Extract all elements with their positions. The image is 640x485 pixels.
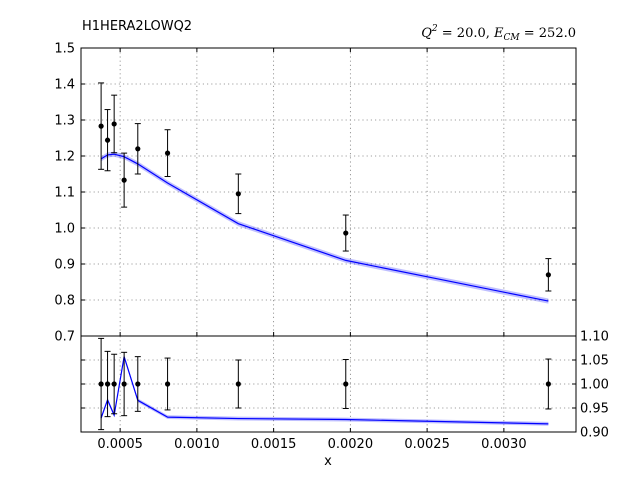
main-y-tick-label: 1.3 <box>54 114 75 129</box>
ratio-x-tick-label: 0.0005 <box>97 437 143 452</box>
ratio-theory-band <box>100 354 549 426</box>
main-y-tick-label: 0.7 <box>54 330 75 345</box>
data-point <box>135 146 141 152</box>
ratio-point <box>121 381 127 387</box>
main-y-tick-label: 1.4 <box>54 78 75 93</box>
ratio-x-tick-label: 0.0020 <box>328 437 374 452</box>
data-points <box>98 82 552 292</box>
q2-superscript: 2 <box>431 24 438 34</box>
main-y-ticks: 0.7 0.8 0.9 1.0 1.1 1.2 1.3 1.4 1.5 <box>54 42 576 345</box>
main-y-tick-label: 1.2 <box>54 150 75 165</box>
chart-title: H1HERA2LOWQ2 <box>82 19 192 34</box>
ratio-point <box>98 381 104 387</box>
main-y-tick-label: 1.0 <box>54 222 75 237</box>
ecm-value: = 252.0 <box>520 26 576 41</box>
ratio-y-tick-label: 1.10 <box>580 330 609 345</box>
ratio-line <box>100 356 549 425</box>
ratio-y-tick-label: 1.00 <box>580 378 609 393</box>
data-point <box>235 191 241 197</box>
main-y-tick-label: 1.1 <box>54 186 75 201</box>
data-point <box>164 150 171 156</box>
ratio-y-tick-label: 1.05 <box>580 354 609 369</box>
ecm-symbol: E <box>493 26 504 41</box>
main-y-tick-label: 1.5 <box>54 42 75 57</box>
ratio-y-tick-label: 0.90 <box>580 426 609 441</box>
ratio-point <box>135 381 141 387</box>
ratio-y-ticks: 0.90 0.95 1.00 1.05 1.10 <box>81 330 609 441</box>
data-point <box>343 230 349 236</box>
ratio-point <box>164 381 171 387</box>
data-point <box>111 121 117 127</box>
ratio-points <box>98 337 552 431</box>
ratio-point <box>104 381 111 387</box>
ratio-point <box>111 381 117 387</box>
ratio-y-tick-label: 0.95 <box>580 402 609 417</box>
q2-symbol: Q <box>421 26 432 41</box>
main-panel: 0.7 0.8 0.9 1.0 1.1 1.2 1.3 1.4 1.5 H1HERA2LOWQ2… <box>54 19 577 345</box>
ratio-x-tick-label: 0.0010 <box>174 437 220 452</box>
ratio-panel: 0.900.951.001.051.10 0.0005 0.0010 0.0015 0… <box>80 330 609 469</box>
q2-value: = 20.0, <box>438 26 494 41</box>
ratio-point <box>343 381 349 387</box>
ratio-x-tick-label: 0.0015 <box>251 437 297 452</box>
main-y-tick-label: 0.8 <box>54 294 75 309</box>
ratio-band-fill <box>101 354 549 426</box>
data-point <box>545 272 551 278</box>
data-point <box>104 137 111 143</box>
theory-band-fill <box>101 151 549 304</box>
x-axis-label: x <box>324 454 332 469</box>
chart-subtitle: Q2 = 20.0, ECM = 252.0 <box>421 24 576 43</box>
ratio-x-ticks: 0.0005 0.0010 0.0015 0.0020 0.0025 0.0030 <box>97 428 527 452</box>
data-point <box>98 123 104 129</box>
ecm-subscript: CM <box>504 33 521 43</box>
ratio-x-tick-label: 0.0025 <box>404 437 450 452</box>
ratio-point <box>235 381 241 387</box>
main-y-tick-label: 0.9 <box>54 258 75 273</box>
ratio-point <box>545 381 551 387</box>
ratio-x-tick-label: 0.0030 <box>481 437 527 452</box>
data-point <box>121 177 127 183</box>
